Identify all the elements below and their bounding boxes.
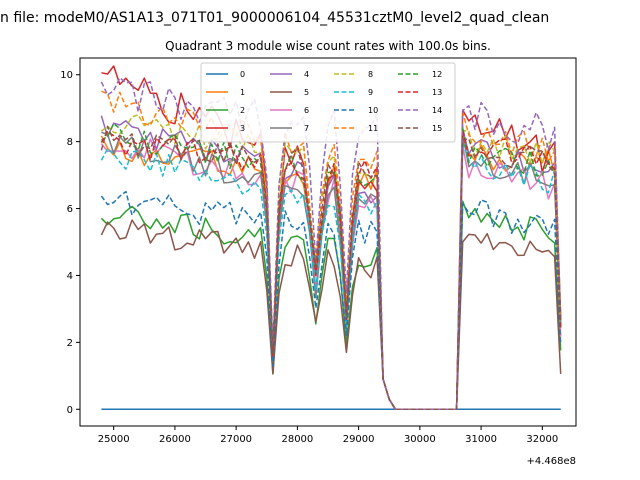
series-line-11 — [101, 90, 562, 411]
legend-label-8: 8 — [368, 70, 373, 79]
x-tick-label: 28000 — [281, 434, 313, 445]
legend-label-15: 15 — [432, 124, 442, 133]
legend-box — [200, 62, 456, 143]
chart-title: Quadrant 3 module wise count rates with … — [165, 39, 491, 53]
legend-label-3: 3 — [240, 124, 245, 133]
x-tick-label: 25000 — [98, 434, 130, 445]
y-tick-label: 10 — [60, 70, 73, 81]
x-tick-label: 27000 — [220, 434, 252, 445]
series-line-8 — [100, 114, 562, 411]
legend-label-6: 6 — [304, 106, 309, 115]
x-offset-label: +4.468e8 — [526, 456, 576, 467]
legend-label-12: 12 — [432, 70, 442, 79]
legend-label-14: 14 — [432, 106, 442, 115]
y-tick-label: 0 — [67, 405, 73, 416]
x-tick-label: 26000 — [159, 434, 191, 445]
series-line-10 — [100, 190, 562, 411]
legend-label-13: 13 — [432, 88, 442, 97]
figure-suptitle: n file: modeM0/AS1A13_071T01_9000006104_… — [0, 10, 549, 26]
y-tick-label: 4 — [67, 271, 73, 282]
legend-label-11: 11 — [368, 124, 378, 133]
y-tick-label: 2 — [67, 338, 73, 349]
series-line-1 — [100, 132, 562, 411]
x-tick-label: 32000 — [526, 434, 558, 445]
axes-frame — [79, 57, 577, 427]
legend-label-0: 0 — [240, 70, 245, 79]
axis-ticks: 25000 26000 27000 28000 29000 30000 31000 32000… — [60, 70, 558, 445]
legend-label-1: 1 — [240, 88, 245, 97]
y-tick-label: 6 — [67, 204, 73, 215]
legend-label-7: 7 — [304, 124, 309, 133]
x-tick-label: 29000 — [343, 434, 375, 445]
series-line-2 — [100, 200, 562, 411]
y-tick-label: 8 — [67, 137, 73, 148]
series-line-9 — [100, 141, 562, 411]
x-tick-label: 31000 — [465, 434, 497, 445]
legend-label-9: 9 — [368, 88, 373, 97]
legend-label-10: 10 — [368, 106, 378, 115]
legend-label-2: 2 — [240, 106, 245, 115]
x-tick-label: 30000 — [404, 434, 436, 445]
legend-label-5: 5 — [304, 88, 309, 97]
legend-label-4: 4 — [304, 70, 309, 79]
series-line-5 — [100, 219, 562, 411]
